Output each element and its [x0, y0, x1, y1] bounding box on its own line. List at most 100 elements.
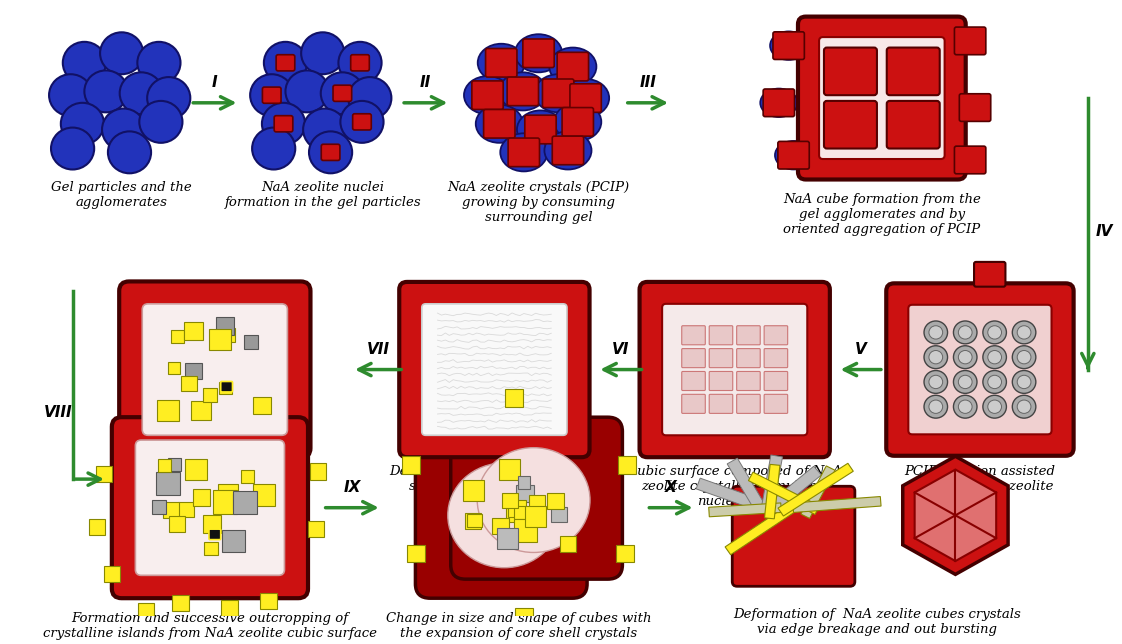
- Circle shape: [1018, 400, 1031, 413]
- Polygon shape: [696, 478, 755, 508]
- FancyBboxPatch shape: [333, 85, 351, 101]
- Text: VIII: VIII: [44, 405, 72, 420]
- FancyBboxPatch shape: [662, 304, 808, 435]
- Text: II: II: [420, 75, 431, 90]
- Circle shape: [1018, 375, 1031, 388]
- Circle shape: [983, 346, 1006, 368]
- FancyBboxPatch shape: [974, 262, 1005, 287]
- Circle shape: [954, 321, 977, 344]
- FancyBboxPatch shape: [773, 32, 804, 59]
- Circle shape: [929, 326, 942, 339]
- Polygon shape: [727, 458, 766, 513]
- Text: PCIP addition assisted
growth of NaA zeolite: PCIP addition assisted growth of NaA zeo…: [904, 465, 1056, 493]
- FancyBboxPatch shape: [351, 55, 369, 71]
- Circle shape: [339, 42, 381, 84]
- Circle shape: [987, 350, 1002, 364]
- Circle shape: [987, 375, 1002, 388]
- Circle shape: [925, 346, 948, 368]
- FancyBboxPatch shape: [778, 142, 809, 169]
- FancyBboxPatch shape: [507, 77, 539, 106]
- FancyBboxPatch shape: [525, 115, 557, 144]
- Circle shape: [954, 346, 977, 368]
- FancyBboxPatch shape: [552, 136, 583, 165]
- FancyBboxPatch shape: [274, 116, 293, 132]
- FancyBboxPatch shape: [955, 146, 986, 174]
- Circle shape: [50, 128, 94, 169]
- Circle shape: [250, 74, 293, 116]
- FancyBboxPatch shape: [209, 529, 221, 540]
- Circle shape: [252, 128, 295, 169]
- Circle shape: [958, 326, 972, 339]
- Text: IX: IX: [343, 480, 361, 495]
- Polygon shape: [709, 503, 781, 516]
- Circle shape: [63, 42, 105, 84]
- Polygon shape: [778, 463, 854, 516]
- Circle shape: [987, 326, 1002, 339]
- FancyBboxPatch shape: [709, 348, 733, 368]
- FancyBboxPatch shape: [819, 37, 945, 159]
- Ellipse shape: [465, 76, 511, 114]
- Text: VII: VII: [367, 342, 389, 357]
- Circle shape: [925, 321, 948, 344]
- Circle shape: [147, 77, 191, 119]
- Circle shape: [925, 395, 948, 418]
- FancyBboxPatch shape: [542, 79, 573, 108]
- FancyBboxPatch shape: [399, 282, 589, 457]
- Circle shape: [958, 375, 972, 388]
- Circle shape: [340, 101, 384, 143]
- Polygon shape: [725, 499, 802, 554]
- FancyBboxPatch shape: [682, 372, 706, 390]
- Ellipse shape: [562, 79, 609, 117]
- FancyBboxPatch shape: [682, 326, 706, 345]
- FancyBboxPatch shape: [886, 283, 1074, 456]
- FancyBboxPatch shape: [764, 326, 788, 345]
- FancyBboxPatch shape: [451, 417, 623, 579]
- Text: V: V: [855, 342, 866, 357]
- Circle shape: [61, 103, 104, 145]
- Circle shape: [120, 72, 163, 114]
- FancyBboxPatch shape: [955, 27, 986, 55]
- Text: Formation and successive outcropping of
crystalline islands from NaA zeolite cub: Formation and successive outcropping of …: [43, 612, 377, 641]
- FancyBboxPatch shape: [682, 348, 706, 368]
- Ellipse shape: [770, 32, 808, 60]
- Circle shape: [954, 395, 977, 418]
- FancyBboxPatch shape: [824, 48, 877, 95]
- Circle shape: [102, 109, 145, 151]
- FancyBboxPatch shape: [737, 348, 761, 368]
- Ellipse shape: [761, 88, 798, 117]
- Polygon shape: [914, 469, 996, 561]
- FancyBboxPatch shape: [737, 326, 761, 345]
- FancyBboxPatch shape: [763, 89, 794, 117]
- FancyBboxPatch shape: [558, 52, 589, 81]
- FancyBboxPatch shape: [263, 87, 280, 103]
- FancyBboxPatch shape: [136, 440, 285, 575]
- Ellipse shape: [517, 110, 564, 149]
- Circle shape: [1018, 326, 1031, 339]
- FancyBboxPatch shape: [119, 281, 311, 458]
- Text: III: III: [640, 75, 656, 90]
- Circle shape: [929, 350, 942, 364]
- FancyBboxPatch shape: [221, 381, 232, 392]
- Ellipse shape: [544, 131, 591, 169]
- Circle shape: [264, 42, 307, 84]
- FancyBboxPatch shape: [472, 81, 504, 109]
- Text: I: I: [212, 75, 218, 90]
- FancyBboxPatch shape: [737, 372, 761, 390]
- Circle shape: [84, 70, 128, 112]
- Text: Cubic surface composed of NaA
zeolite crystallites (multiple
nucleation): Cubic surface composed of NaA zeolite cr…: [627, 465, 843, 508]
- FancyBboxPatch shape: [824, 101, 877, 149]
- Circle shape: [309, 131, 352, 173]
- FancyBboxPatch shape: [570, 84, 601, 112]
- Circle shape: [49, 74, 92, 116]
- Polygon shape: [769, 466, 821, 512]
- Polygon shape: [764, 464, 780, 519]
- Circle shape: [987, 400, 1002, 413]
- FancyBboxPatch shape: [352, 114, 371, 130]
- Circle shape: [261, 103, 305, 145]
- FancyBboxPatch shape: [737, 394, 761, 413]
- Circle shape: [303, 109, 347, 151]
- FancyBboxPatch shape: [415, 436, 587, 598]
- Polygon shape: [761, 455, 782, 513]
- Circle shape: [1012, 395, 1036, 418]
- Polygon shape: [793, 497, 881, 513]
